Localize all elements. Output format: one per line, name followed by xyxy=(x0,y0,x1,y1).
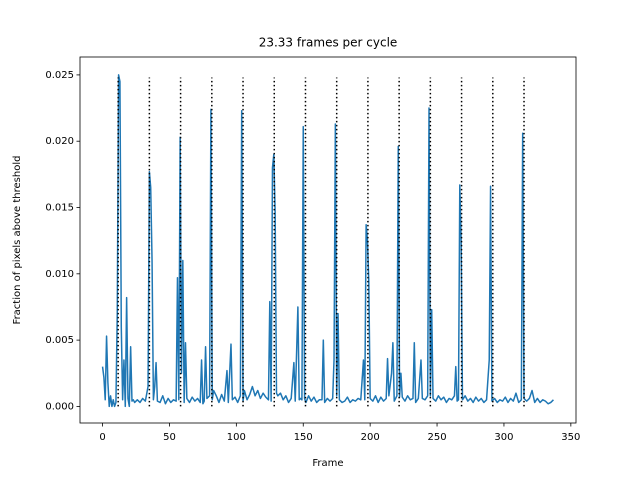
x-tick-label: 300 xyxy=(494,432,513,443)
y-tick-label: 0.010 xyxy=(45,269,74,280)
x-axis-label: Frame xyxy=(312,458,343,469)
x-tick-label: 50 xyxy=(163,432,176,443)
axes-frame xyxy=(79,56,577,424)
x-tick-label: 100 xyxy=(227,432,246,443)
x-tick-label: 0 xyxy=(99,432,105,443)
y-tick-label: 0.015 xyxy=(45,203,74,214)
chart-title: 23.33 frames per cycle xyxy=(259,36,398,50)
data-line xyxy=(101,74,554,408)
y-axis-label: Fraction of pixels above threshold xyxy=(12,156,23,325)
y-tick-label: 0.000 xyxy=(45,401,74,412)
x-tick-label: 150 xyxy=(294,432,313,443)
y-tick-label: 0.020 xyxy=(45,136,74,147)
x-tick-label: 200 xyxy=(361,432,380,443)
y-tick-label: 0.025 xyxy=(45,70,74,81)
x-tick-label: 250 xyxy=(428,432,447,443)
x-tick-label: 350 xyxy=(561,432,580,443)
y-tick-label: 0.005 xyxy=(45,335,74,346)
